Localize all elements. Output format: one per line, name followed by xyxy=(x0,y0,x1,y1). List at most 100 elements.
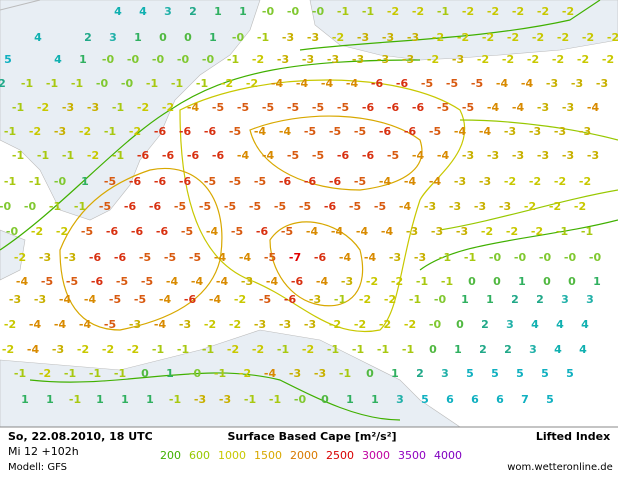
map-label: -0 xyxy=(539,251,552,264)
map-label: -6 xyxy=(131,225,144,238)
map-label: -2 xyxy=(387,5,399,18)
sea xyxy=(0,229,26,281)
map-label: 4 xyxy=(531,318,539,331)
map-label: -4 xyxy=(356,225,369,238)
map-label: -2 xyxy=(502,53,514,66)
map-label: -2 xyxy=(527,53,539,66)
map-label: -2 xyxy=(487,5,499,18)
map-label: -1 xyxy=(14,367,26,380)
map-label: 0 xyxy=(159,31,167,44)
map-label: -3 xyxy=(454,175,466,188)
map-label: -3 xyxy=(504,125,516,138)
map-label: -4 xyxy=(412,149,425,162)
map-label: -3 xyxy=(34,293,46,306)
map-label: -2 xyxy=(37,101,49,114)
map-label: -3 xyxy=(352,53,364,66)
map-label: -4 xyxy=(27,343,40,356)
map-label: -2 xyxy=(79,125,91,138)
map-label: -4 xyxy=(479,125,492,138)
map-label: -0 xyxy=(312,5,325,18)
map-label: -2 xyxy=(252,343,264,356)
map-label: -2 xyxy=(507,31,519,44)
map-label: -1 xyxy=(146,77,158,90)
map-label: -4 xyxy=(364,251,377,264)
map-label: -6 xyxy=(291,275,304,288)
map-label: -5 xyxy=(212,101,224,114)
map-label: -3 xyxy=(449,200,461,213)
map-label: -3 xyxy=(596,77,608,90)
map-label: -5 xyxy=(304,125,316,138)
map-label: -1 xyxy=(257,31,269,44)
map-label: -6 xyxy=(187,149,200,162)
map-label: -3 xyxy=(314,367,326,380)
map-label: 3 xyxy=(441,367,449,380)
map-label: 1 xyxy=(346,393,354,406)
map-label: -3 xyxy=(512,149,524,162)
map-label: -4 xyxy=(306,225,319,238)
map-label: -6 xyxy=(379,125,392,138)
map-label: -2 xyxy=(239,367,251,380)
map-label: -6 xyxy=(162,149,175,162)
map-label: -6 xyxy=(412,101,425,114)
map-label: -1 xyxy=(196,77,208,90)
map-label: -3 xyxy=(424,200,436,213)
map-label: -1 xyxy=(4,175,16,188)
map-label: -3 xyxy=(194,393,206,406)
map-label: -2 xyxy=(482,31,494,44)
map-label: -6 xyxy=(212,149,225,162)
map-label: -2 xyxy=(529,175,541,188)
map-label: -3 xyxy=(277,53,289,66)
map-label: -3 xyxy=(64,251,76,264)
map-label: -0 xyxy=(434,293,447,306)
map-label: -6 xyxy=(387,101,400,114)
contour xyxy=(59,167,223,331)
map-label: -3 xyxy=(562,149,574,162)
map-label: -5 xyxy=(99,200,111,213)
contour xyxy=(179,79,466,333)
map-label: -3 xyxy=(304,318,316,331)
map-label: 1 xyxy=(21,393,29,406)
map-label: 1 xyxy=(518,275,526,288)
map-label: 1 xyxy=(461,293,469,306)
map-label: -5 xyxy=(174,200,186,213)
map-label: -1 xyxy=(169,393,181,406)
map-label: -2 xyxy=(412,5,424,18)
map-label: -1 xyxy=(112,101,124,114)
map-label: -2 xyxy=(4,318,16,331)
map-label: -5 xyxy=(281,225,293,238)
map-label: -2 xyxy=(607,31,618,44)
map-label: -2 xyxy=(481,225,493,238)
map-label: -3 xyxy=(562,101,574,114)
map-label: -4 xyxy=(321,77,334,90)
map-label: -5 xyxy=(437,101,449,114)
map-label: -6 xyxy=(91,275,104,288)
map-label: -2 xyxy=(477,53,489,66)
map-label: -6 xyxy=(89,251,102,264)
map-label: -1 xyxy=(114,367,126,380)
map-label: -5 xyxy=(66,275,78,288)
map-label: -1 xyxy=(402,343,414,356)
map-label: -5 xyxy=(141,275,153,288)
map-label: -2 xyxy=(29,125,41,138)
map-label: -4 xyxy=(346,77,359,90)
map-label: 4 xyxy=(581,318,589,331)
map-label: -2 xyxy=(531,225,543,238)
map-label: -2 xyxy=(504,175,516,188)
title: Surface Based Cape [m²/s²] xyxy=(227,430,396,443)
map-label: 5 xyxy=(421,393,429,406)
map-label: -2 xyxy=(204,318,216,331)
map-label: 0 xyxy=(493,275,501,288)
map-label: -5 xyxy=(164,251,176,264)
map-label: -3 xyxy=(179,318,191,331)
map-label: -1 xyxy=(202,343,214,356)
map-label: -2 xyxy=(391,275,403,288)
map-label: 1 xyxy=(146,393,154,406)
map-label: -2 xyxy=(379,318,391,331)
legend-entry: 2000 xyxy=(290,449,318,462)
map-label: -0 xyxy=(96,77,109,90)
map-label: -1 xyxy=(171,77,183,90)
map-label: -5 xyxy=(81,225,93,238)
map-label: -4 xyxy=(512,101,525,114)
map-label: -3 xyxy=(452,53,464,66)
